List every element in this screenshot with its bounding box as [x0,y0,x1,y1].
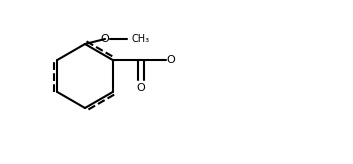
Text: O: O [166,55,175,65]
Text: O: O [136,83,145,93]
Text: CH₃: CH₃ [132,34,150,44]
Text: O: O [101,34,109,44]
